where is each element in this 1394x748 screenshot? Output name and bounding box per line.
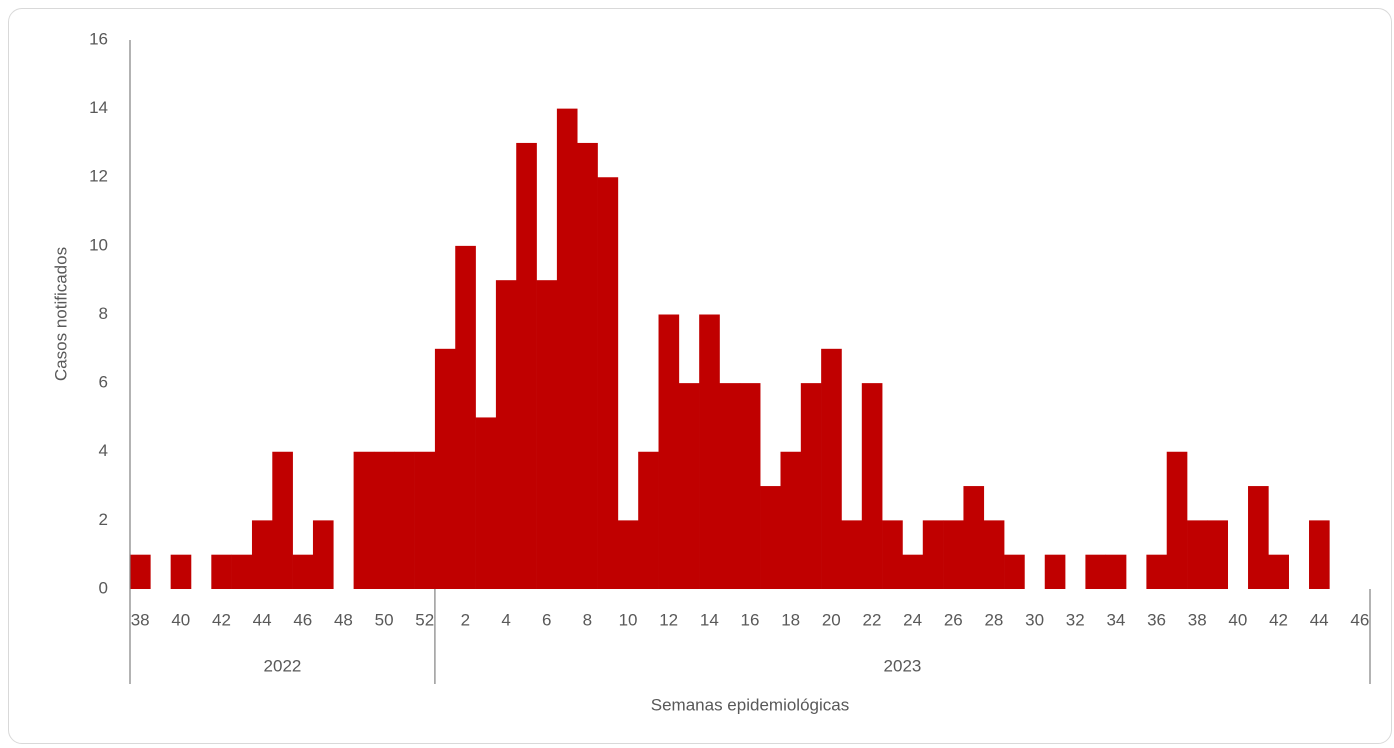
bar xyxy=(373,451,395,589)
bar xyxy=(699,314,720,589)
bar xyxy=(1146,554,1168,589)
bar xyxy=(861,383,883,589)
bar xyxy=(821,348,842,589)
x-tick-label: 4 xyxy=(501,610,510,629)
group-label: 2022 xyxy=(264,656,302,675)
bar xyxy=(312,520,334,589)
bar xyxy=(292,554,314,589)
y-tick-label: 10 xyxy=(89,235,108,254)
bar xyxy=(719,383,741,589)
bar xyxy=(170,554,192,589)
x-tick-label: 30 xyxy=(1025,610,1044,629)
bar xyxy=(1187,520,1208,589)
x-tick-label: 2 xyxy=(461,610,470,629)
bar xyxy=(678,383,700,589)
x-tick-label: 34 xyxy=(1106,610,1125,629)
bar xyxy=(983,520,1005,589)
bar xyxy=(211,554,232,589)
bar xyxy=(1044,554,1066,589)
x-axis-title: Semanas epidemiológicas xyxy=(651,695,849,714)
bar xyxy=(536,280,558,589)
group-label: 2023 xyxy=(884,656,922,675)
x-tick-label: 48 xyxy=(334,610,353,629)
bar xyxy=(963,486,985,589)
bar xyxy=(638,451,659,589)
x-tick-label: 44 xyxy=(1310,610,1329,629)
x-tick-label: 22 xyxy=(863,610,882,629)
y-tick-label: 12 xyxy=(89,167,108,186)
bar xyxy=(353,451,375,589)
bar xyxy=(434,348,456,589)
bar xyxy=(455,245,476,589)
bar xyxy=(617,520,639,589)
x-tick-label: 32 xyxy=(1066,610,1085,629)
bar xyxy=(1105,554,1127,589)
x-tick-label: 40 xyxy=(171,610,190,629)
y-tick-label: 0 xyxy=(99,578,108,597)
y-tick-label: 6 xyxy=(99,373,108,392)
x-tick-label: 50 xyxy=(375,610,394,629)
y-tick-label: 14 xyxy=(89,98,108,117)
bar xyxy=(556,108,578,589)
y-tick-label: 2 xyxy=(99,510,108,529)
x-tick-label: 12 xyxy=(659,610,678,629)
bar xyxy=(130,554,151,589)
bar xyxy=(800,383,822,589)
x-tick-label: 46 xyxy=(293,610,312,629)
bar xyxy=(658,314,680,589)
bar xyxy=(597,177,619,589)
chart-frame xyxy=(8,8,1392,744)
x-tick-label: 36 xyxy=(1147,610,1166,629)
y-tick-label: 16 xyxy=(89,29,108,48)
bar xyxy=(1166,451,1188,589)
x-tick-label: 8 xyxy=(583,610,592,629)
bar xyxy=(1207,520,1229,589)
x-tick-label: 44 xyxy=(253,610,272,629)
bar xyxy=(231,554,253,589)
bar xyxy=(1248,486,1269,589)
x-tick-label: 10 xyxy=(619,610,638,629)
bar xyxy=(902,554,924,589)
x-tick-label: 28 xyxy=(984,610,1003,629)
bar xyxy=(495,280,517,589)
x-tick-label: 46 xyxy=(1350,610,1369,629)
bar xyxy=(1309,520,1330,589)
x-tick-label: 26 xyxy=(944,610,963,629)
y-axis-title: Casos notificados xyxy=(51,247,70,381)
bar xyxy=(394,451,415,589)
y-tick-label: 8 xyxy=(99,304,108,323)
bar xyxy=(922,520,944,589)
x-tick-label: 14 xyxy=(700,610,719,629)
bar xyxy=(760,486,781,589)
x-tick-label: 38 xyxy=(1188,610,1207,629)
bar xyxy=(1085,554,1107,589)
bar xyxy=(943,520,964,589)
x-tick-label: 42 xyxy=(212,610,231,629)
bar xyxy=(516,142,537,589)
x-tick-label: 6 xyxy=(542,610,551,629)
bar xyxy=(577,142,598,589)
bar xyxy=(882,520,903,589)
bar xyxy=(739,383,761,589)
bar xyxy=(414,451,436,589)
x-tick-label: 24 xyxy=(903,610,922,629)
x-tick-label: 42 xyxy=(1269,610,1288,629)
x-tick-label: 16 xyxy=(741,610,760,629)
bar xyxy=(841,520,863,589)
y-tick-label: 4 xyxy=(99,441,108,460)
x-tick-label: 40 xyxy=(1228,610,1247,629)
bar xyxy=(272,451,293,589)
bar xyxy=(1004,554,1025,589)
x-tick-label: 38 xyxy=(131,610,150,629)
bar xyxy=(1268,554,1289,589)
bar xyxy=(251,520,273,589)
x-tick-label: 52 xyxy=(415,610,434,629)
x-tick-label: 20 xyxy=(822,610,841,629)
x-tick-label: 18 xyxy=(781,610,800,629)
bar xyxy=(780,451,802,589)
bar xyxy=(475,417,497,589)
